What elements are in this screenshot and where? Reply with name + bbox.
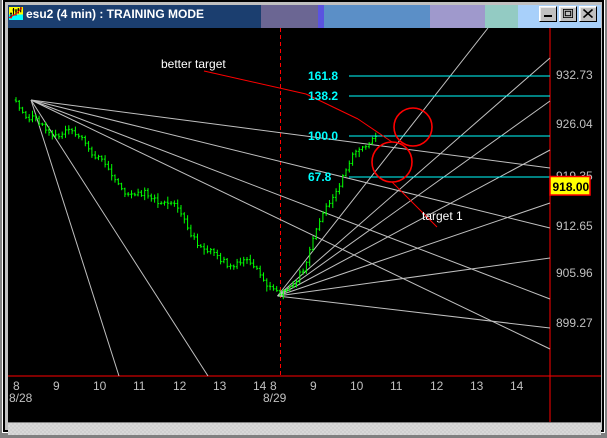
svg-text:better target: better target (161, 57, 226, 71)
svg-text:67.8: 67.8 (308, 170, 332, 184)
svg-text:100.0: 100.0 (308, 129, 338, 143)
svg-text:932.73: 932.73 (556, 68, 593, 82)
svg-text:912.65: 912.65 (556, 219, 593, 233)
svg-text:10: 10 (93, 379, 107, 393)
svg-text:8/28: 8/28 (9, 391, 33, 405)
svg-text:8/29: 8/29 (263, 391, 287, 405)
svg-text:12: 12 (430, 379, 444, 393)
svg-text:11: 11 (133, 379, 146, 393)
svg-text:14: 14 (510, 379, 524, 393)
svg-text:918.00: 918.00 (553, 180, 590, 194)
svg-text:926.04: 926.04 (556, 117, 593, 131)
svg-text:9: 9 (53, 379, 60, 393)
svg-text:12: 12 (173, 379, 187, 393)
svg-text:13: 13 (213, 379, 227, 393)
svg-text:target 1: target 1 (422, 209, 463, 223)
svg-text:9: 9 (310, 379, 317, 393)
svg-text:138.2: 138.2 (308, 89, 338, 103)
svg-text:11: 11 (390, 379, 403, 393)
svg-text:905.96: 905.96 (556, 266, 593, 280)
svg-text:161.8: 161.8 (308, 69, 338, 83)
svg-text:899.27: 899.27 (556, 316, 593, 330)
svg-text:13: 13 (470, 379, 484, 393)
svg-text:10: 10 (350, 379, 364, 393)
